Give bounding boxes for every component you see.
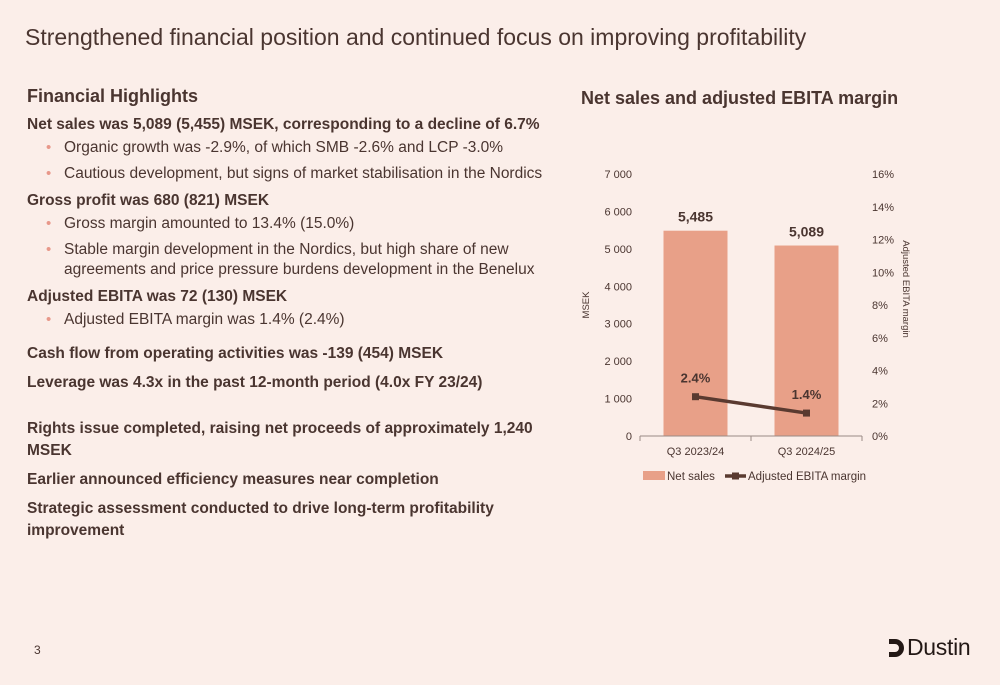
bar (774, 245, 839, 436)
section-title: Financial Highlights (27, 86, 199, 106)
y-tick-label: 1 000 (604, 394, 632, 406)
line-data-label: 1.4% (792, 387, 822, 402)
gross-profit-heading: Gross profit was 680 (821) MSEK (27, 192, 270, 209)
y2-tick-label: 16% (872, 169, 894, 181)
legend-label-net-sales: Net sales (667, 471, 715, 483)
y2-tick-label: 14% (872, 202, 894, 214)
bullet-item: Adjusted EBITA margin was 1.4% (2.4%) (27, 310, 577, 330)
x-tick-label: Q3 2023/24 (667, 446, 725, 458)
y-tick-label: 3 000 (604, 319, 632, 331)
net-sales-heading: Net sales was 5,089 (5,455) MSEK, corres… (27, 116, 540, 133)
net-sales-ebita-chart: 0 1 000 2 000 3 000 4 000 5 000 6 000 7 000 0% 2%… (581, 169, 911, 483)
net-sales-bullets: Organic growth was -2.9%, of which SMB -… (27, 138, 577, 184)
bullet-item: Organic growth was -2.9%, of which SMB -… (27, 138, 577, 158)
y-tick-label: 4 000 (604, 281, 632, 293)
bullet-item: Gross margin amounted to 13.4% (15.0%) (27, 214, 577, 234)
line-point (803, 409, 810, 417)
rights-issue-text: Rights issue completed, raising net proc… (27, 420, 533, 459)
y-tick-label: 0 (626, 431, 632, 443)
y-tick-label: 7 000 (604, 169, 632, 181)
bar (663, 230, 728, 436)
y2-tick-label: 4% (872, 366, 888, 378)
y-tick-label: 6 000 (604, 206, 632, 218)
financial-highlights: Financial Highlights Net sales was 5,089… (27, 86, 577, 542)
legend-swatch-net-sales (643, 471, 665, 480)
x-tick-label: Q3 2024/25 (778, 446, 836, 458)
y2-tick-label: 12% (872, 235, 894, 247)
efficiency-text: Earlier announced efficiency measures ne… (27, 471, 439, 488)
y2-tick-label: 6% (872, 333, 888, 345)
y2-tick-label: 0% (872, 431, 888, 443)
y2-axis-label: Adjusted EBITA margin (900, 240, 911, 338)
chart-title: Net sales and adjusted EBITA margin (581, 88, 899, 108)
leverage-text: Leverage was 4.3x in the past 12-month p… (27, 374, 483, 391)
ebita-heading: Adjusted EBITA was 72 (130) MSEK (27, 288, 288, 305)
ebita-bullets: Adjusted EBITA margin was 1.4% (2.4%) (27, 310, 577, 330)
y-tick-label: 2 000 (604, 356, 632, 368)
line-point (692, 393, 699, 401)
slide-title: Strengthened financial position and cont… (25, 24, 807, 50)
legend-label-ebita: Adjusted EBITA margin (748, 471, 866, 483)
bar-data-label: 5,089 (789, 224, 824, 240)
bullet-item: Stable margin development in the Nordics… (27, 240, 577, 280)
gross-profit-bullets: Gross margin amounted to 13.4% (15.0%) S… (27, 214, 577, 280)
series-line (695, 394, 807, 415)
strategic-assessment-text: Strategic assessment conducted to drive … (27, 500, 494, 539)
y2-tick-label: 8% (872, 300, 888, 312)
y-axis-label: MSEK (581, 291, 592, 319)
y2-tick-label: 10% (872, 267, 894, 279)
legend-swatch-ebita-marker (732, 472, 739, 480)
cash-flow-text: Cash flow from operating activities was … (27, 345, 444, 362)
line-data-label: 2.4% (681, 371, 711, 386)
bullet-item: Cautious development, but signs of marke… (27, 164, 577, 184)
dustin-logo-icon (889, 638, 904, 657)
bar-data-label: 5,485 (678, 209, 713, 225)
y-tick-label: 5 000 (604, 244, 632, 256)
y2-tick-label: 2% (872, 398, 888, 410)
page-number: 3 (34, 643, 41, 657)
logo-text: Dustin (907, 634, 971, 660)
dustin-logo: Dustin (886, 634, 971, 661)
